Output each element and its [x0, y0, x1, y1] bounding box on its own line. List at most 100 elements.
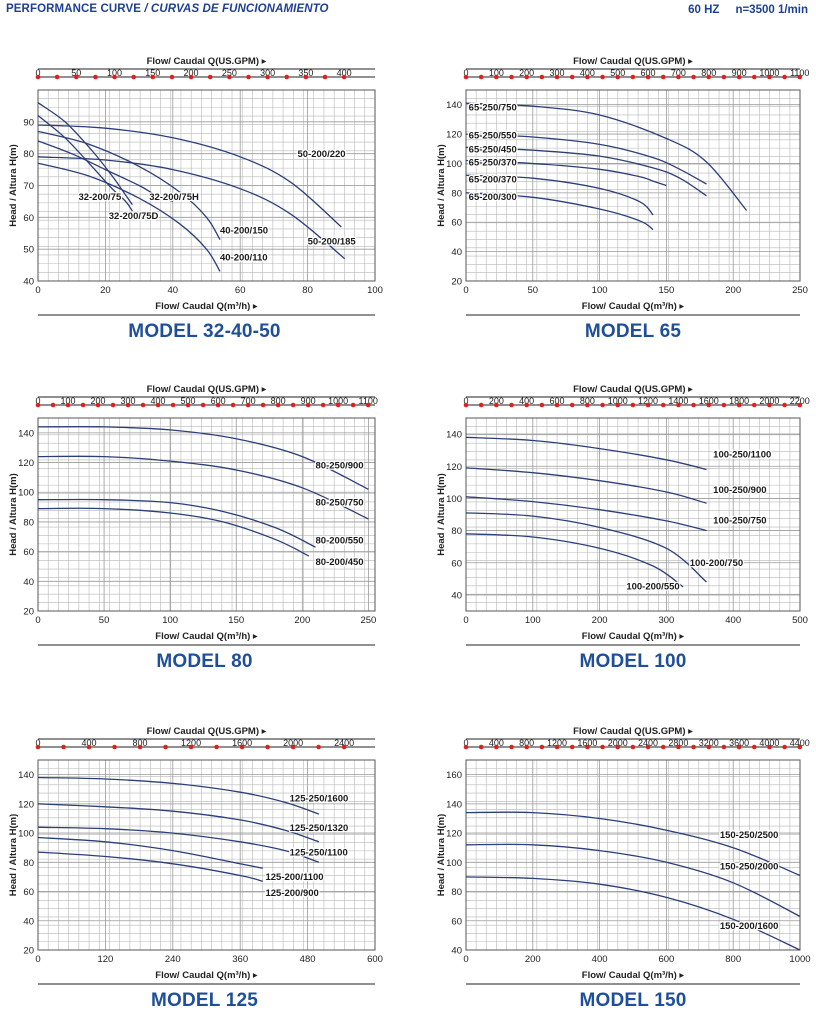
x2-tick-marker [797, 744, 803, 750]
grid [466, 760, 800, 950]
x2-minor-marker [170, 402, 176, 408]
curve-label-65-200-370: 65-200/370 [469, 175, 517, 186]
curve-125-250-1100 [37, 826, 320, 863]
grid [38, 760, 375, 950]
x2-tick-marker [35, 744, 41, 750]
x2-tick-marker [767, 402, 772, 408]
x2-tick-label: 1200 [638, 396, 658, 406]
x-tick-label: 50 [528, 285, 539, 296]
top-axis-label: Flow/ Caudal Q(US.GPM) ▸ [147, 384, 267, 395]
x2-tick-marker [615, 744, 621, 750]
x2-tick-marker [185, 402, 191, 408]
x2-tick-marker [303, 74, 309, 80]
x-tick-label: 400 [725, 615, 741, 626]
x2-tick-marker [365, 402, 371, 408]
x2-tick-label: 0 [35, 68, 40, 78]
x2-minor-marker [660, 744, 666, 750]
x2-tick-marker [494, 402, 499, 408]
x2-minor-marker [322, 74, 328, 80]
x2-minor-marker [751, 744, 757, 750]
x2-tick-marker [463, 402, 469, 408]
x-tick-label: 200 [294, 615, 310, 626]
x2-tick-marker [463, 74, 469, 80]
x2-minor-marker [539, 74, 545, 80]
curve-label-100-200-750: 100-200/750 [690, 558, 743, 569]
x-tick-label: 500 [792, 615, 808, 626]
x2-tick-label: 400 [337, 68, 352, 78]
x2-tick-label: 2800 [668, 738, 688, 748]
grid [38, 90, 375, 281]
y-tick-label: 60 [23, 213, 34, 224]
curve-label-100-250-900: 100-250/900 [713, 485, 766, 496]
y-tick-label: 20 [23, 607, 34, 618]
x2-minor-marker [163, 744, 168, 750]
x2-tick-label: 100 [60, 396, 75, 406]
x-tick-label: 150 [228, 615, 244, 626]
x2-tick-label: 1600 [699, 396, 719, 406]
x2-tick-label: 800 [133, 738, 148, 748]
curve-100-250-750 [465, 496, 707, 532]
y-tick-label: 120 [18, 458, 34, 469]
y-tick-label: 60 [451, 558, 462, 569]
x2-tick-marker [797, 74, 803, 80]
x2-tick-marker [275, 402, 281, 408]
x2-tick-label: 400 [82, 738, 97, 748]
curve-label-150-250-2000: 150-250/2000 [720, 862, 779, 873]
bottom-axis-label: Flow/ Caudal Q(m³/h) ▸ [582, 970, 685, 981]
title-es: / CURVAS DE FUNCIONAMIENTO [144, 3, 329, 15]
x2-tick-label: 100 [107, 68, 122, 78]
x-tick-label: 800 [725, 954, 741, 965]
chart-model-100: 0 200 400 600 800 1000 1200 1400 1600 1800 2000 220… [436, 384, 810, 672]
x-tick-label: 0 [35, 954, 40, 965]
x2-tick-marker [736, 744, 742, 750]
x2-minor-marker [214, 744, 219, 750]
x2-minor-marker [509, 744, 514, 750]
x2-minor-marker [782, 744, 787, 750]
x-tick-label: 200 [525, 954, 541, 965]
x2-tick-label: 200 [184, 68, 199, 78]
x2-minor-marker [478, 744, 484, 750]
x-tick-label: 1000 [789, 954, 810, 965]
x2-minor-marker [721, 744, 727, 750]
x2-tick-marker [554, 402, 560, 408]
x2-tick-marker [706, 744, 712, 750]
curve-65-250-550 [465, 133, 707, 185]
curve-100-200-550 [465, 533, 684, 588]
x-tick-label: 100 [162, 615, 178, 626]
curve-label-50-200-185: 50-200/185 [308, 236, 357, 247]
x2-tick-label: 200 [91, 396, 106, 406]
curve-80-250-900 [37, 426, 369, 490]
x2-tick-marker [767, 744, 772, 750]
grid [38, 418, 375, 611]
x2-tick-label: 800 [580, 396, 595, 406]
y-tick-label: 100 [446, 494, 462, 505]
y-axis-label: Head / Altura H(m) [436, 144, 447, 227]
plot-frame [465, 417, 801, 612]
x-tick-label: 240 [165, 954, 181, 965]
top-axis-label: Flow/ Caudal Q(US.GPM) ▸ [573, 56, 693, 67]
x2-minor-marker [782, 74, 787, 80]
curve-label-80-200-550: 80-200/550 [316, 535, 364, 546]
y-tick-label: 120 [446, 462, 462, 473]
y-tick-label: 60 [451, 916, 462, 927]
x2-tick-marker [341, 74, 347, 80]
y-tick-label: 120 [446, 130, 462, 141]
x-tick-label: 250 [360, 615, 376, 626]
x2-minor-marker [260, 402, 266, 408]
y-tick-label: 80 [451, 526, 462, 537]
x2-minor-marker [61, 744, 66, 750]
speed-info: 60 HZ n=3500 1/min [688, 4, 808, 16]
curve-125-200-900 [37, 851, 263, 882]
y-axis-label: Head / Altura H(m) [8, 144, 19, 227]
x2-tick-marker [155, 402, 161, 408]
x2-tick-marker [524, 744, 529, 750]
y-tick-label: 140 [18, 770, 34, 781]
y-tick-label: 140 [446, 100, 462, 111]
y-tick-label: 60 [451, 218, 462, 229]
x2-minor-marker [751, 402, 757, 408]
x-tick-label: 0 [463, 285, 468, 296]
plot-area [466, 90, 800, 281]
model-title: MODEL 80 [156, 651, 252, 672]
x2-minor-marker [478, 402, 484, 408]
x2-tick-label: 4000 [759, 738, 779, 748]
